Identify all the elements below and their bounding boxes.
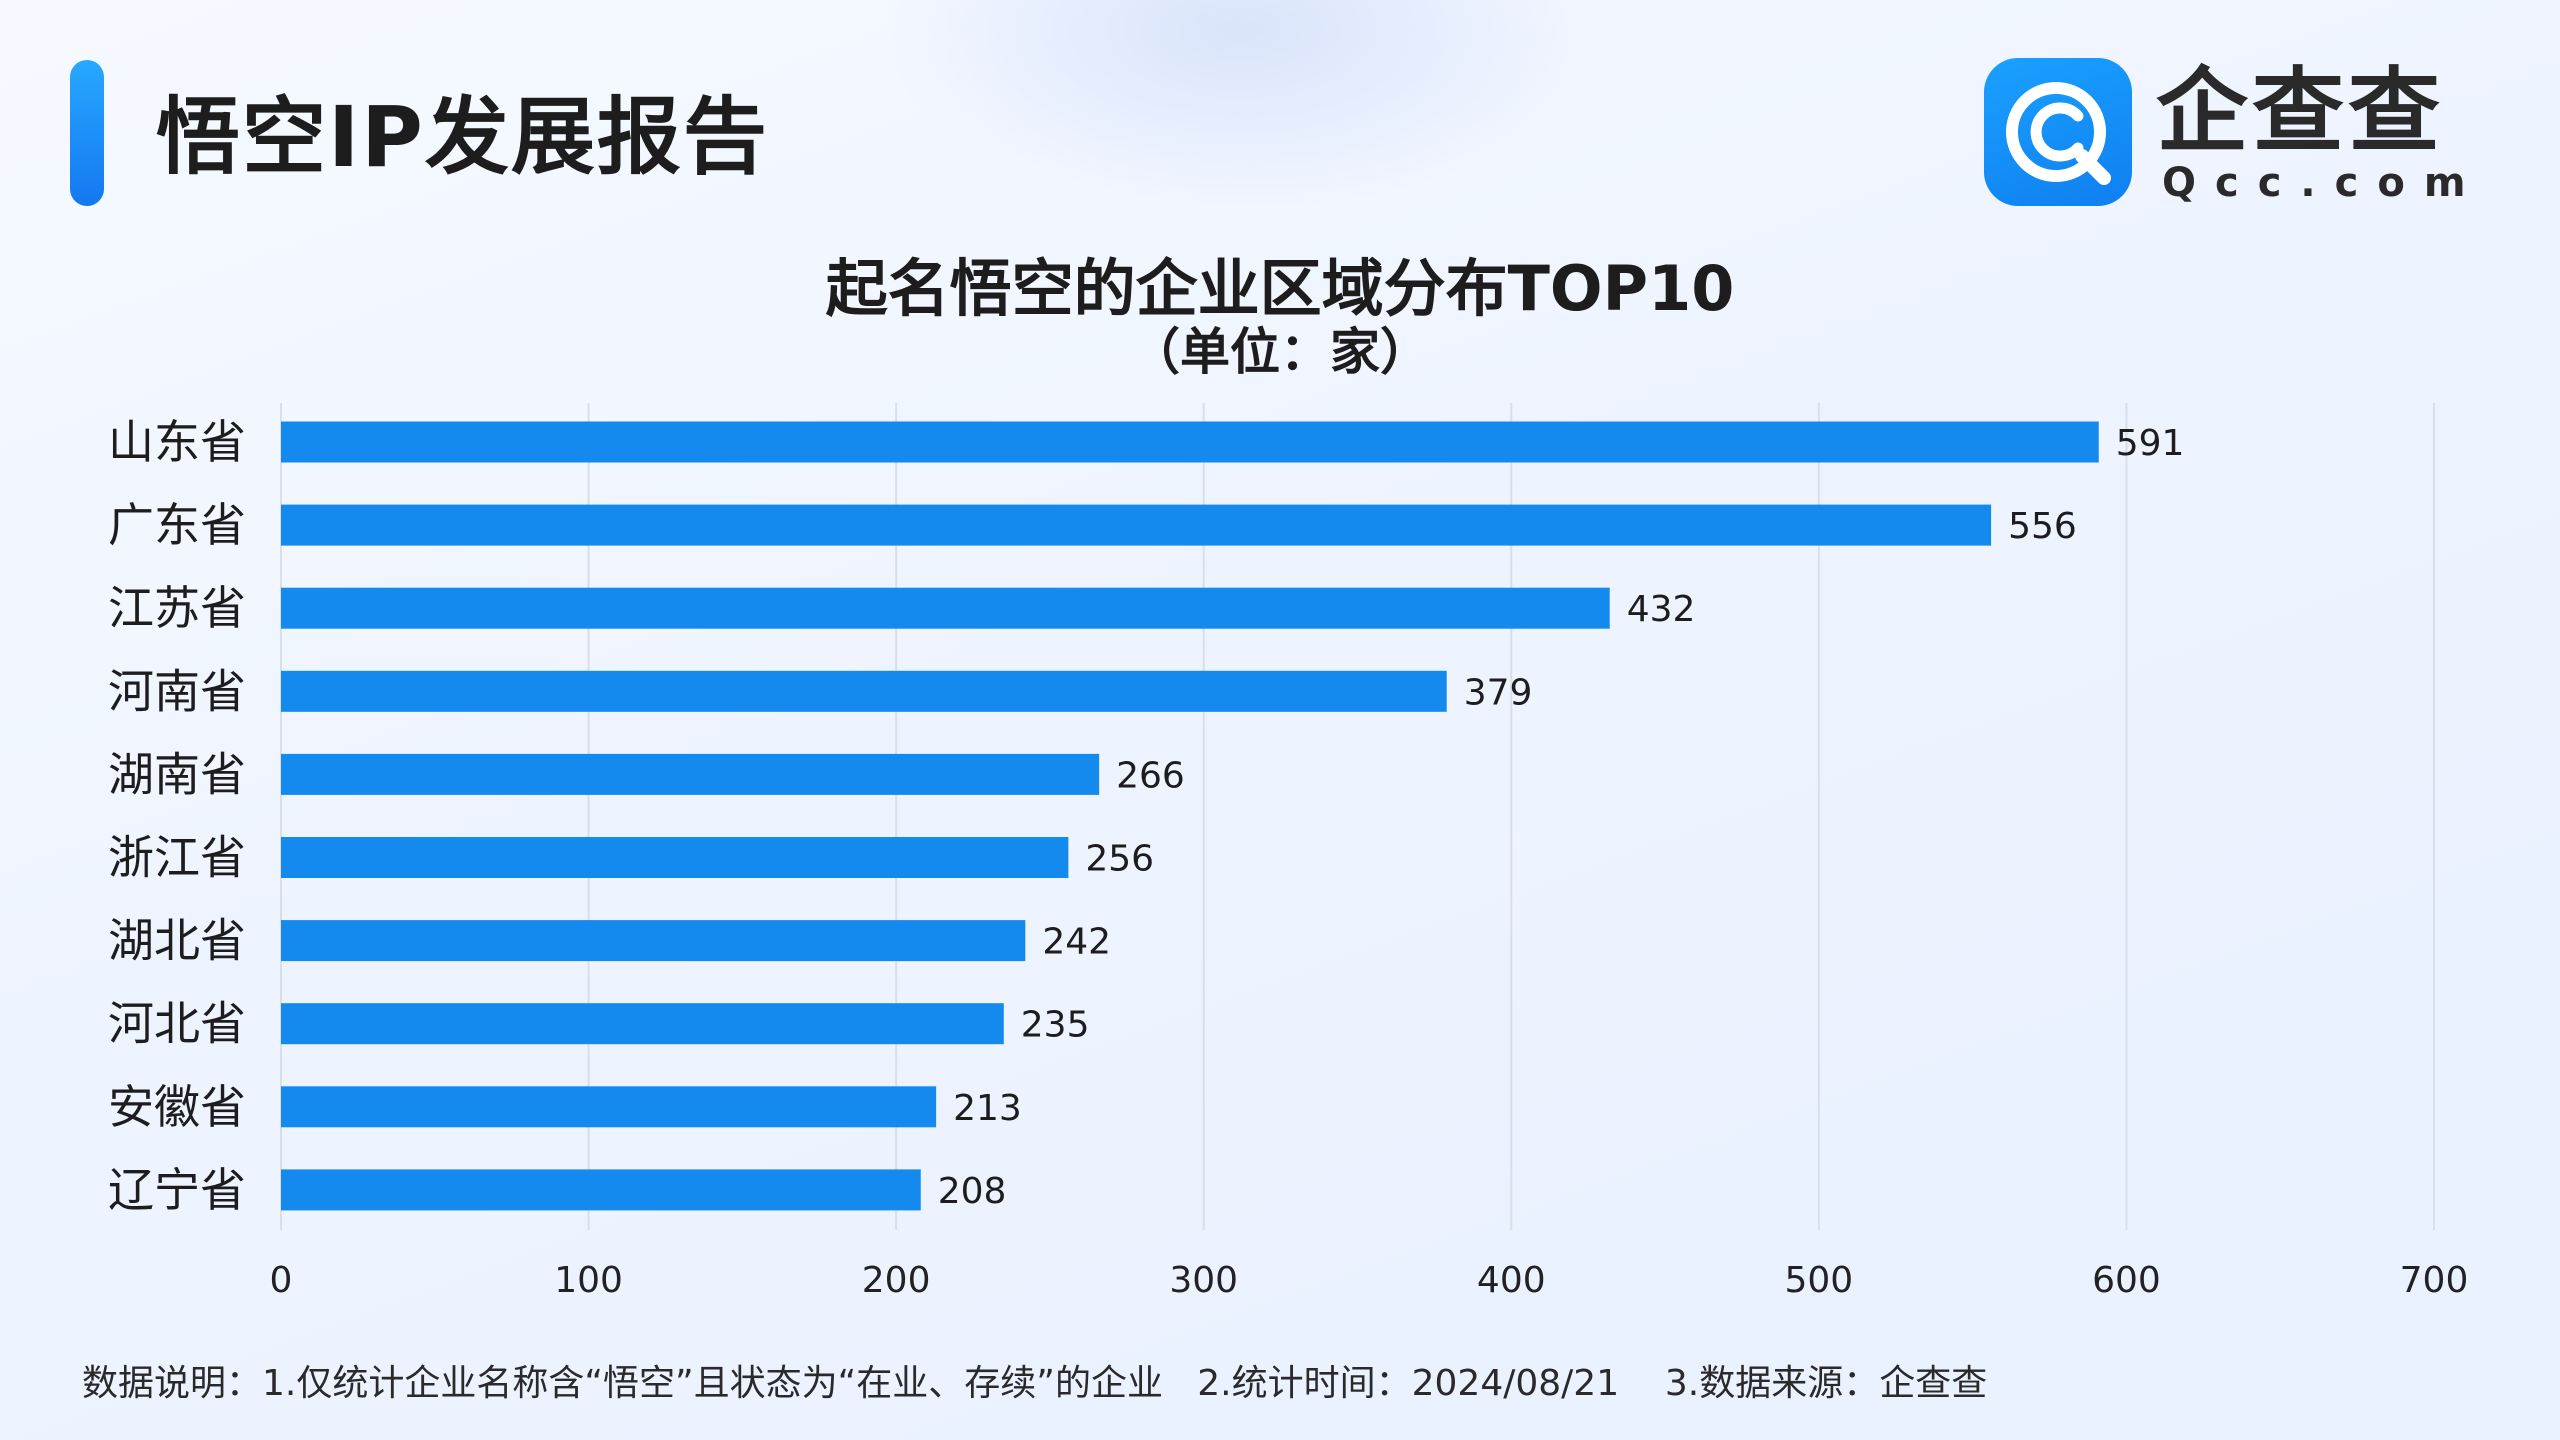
x-tick-label: 200	[862, 1260, 931, 1301]
x-tick-label: 0	[270, 1260, 293, 1301]
category-label: 江苏省	[108, 581, 246, 635]
bar	[281, 670, 1447, 712]
x-tick-label: 400	[1477, 1260, 1546, 1301]
data-label: 242	[1042, 922, 1111, 963]
bar	[281, 753, 1100, 795]
bar	[281, 1169, 921, 1211]
category-label: 河南省	[108, 664, 246, 718]
brand-logo: 企查查 Qcc.com	[1984, 58, 2466, 208]
report-title: 悟空IP发展报告	[156, 88, 769, 186]
x-tick-label: 600	[2092, 1260, 2161, 1301]
data-label: 556	[2008, 506, 2077, 547]
bar	[281, 587, 1610, 629]
qcc-logo-icon	[1984, 58, 2132, 206]
x-tick-label: 100	[554, 1260, 623, 1301]
data-label: 432	[1627, 589, 1696, 630]
x-tick-label: 300	[1169, 1260, 1238, 1301]
category-label: 山东省	[108, 415, 246, 469]
title-accent-bar	[70, 60, 104, 206]
x-tick-label: 500	[1784, 1260, 1853, 1301]
data-label: 591	[2116, 423, 2185, 464]
bar	[281, 504, 1992, 546]
bar	[281, 1003, 1004, 1045]
category-label: 安徽省	[108, 1080, 246, 1134]
category-label: 河北省	[108, 997, 246, 1051]
category-label: 浙江省	[108, 831, 246, 885]
logo-name-en: Qcc.com	[2162, 160, 2485, 206]
category-label: 湖南省	[108, 747, 246, 801]
bar	[281, 421, 2099, 463]
chart-subtitle: （单位：家）	[1130, 323, 1430, 381]
logo-name-cn: 企查查	[2156, 58, 2445, 165]
data-label: 213	[953, 1088, 1022, 1129]
category-label: 辽宁省	[108, 1163, 246, 1217]
data-footnote: 数据说明：1.仅统计企业名称含“悟空”且状态为“在业、存续”的企业 2.统计时间…	[82, 1363, 1988, 1404]
bar	[281, 920, 1026, 962]
data-label: 256	[1085, 839, 1154, 880]
bar	[281, 837, 1069, 878]
category-label: 广东省	[108, 498, 246, 552]
category-label: 湖北省	[108, 914, 246, 968]
chart-title: 起名悟空的企业区域分布TOP10	[825, 252, 1735, 325]
x-tick-label: 700	[2400, 1260, 2469, 1301]
data-label: 266	[1116, 755, 1185, 796]
data-label: 235	[1021, 1005, 1090, 1046]
data-label: 379	[1464, 672, 1533, 713]
bar-chart: 0 100 200 300 400 500 600 700 山东省 591 广东省 556 江苏省 432…	[108, 403, 2469, 1301]
bar	[281, 1086, 937, 1128]
data-label: 208	[938, 1171, 1007, 1212]
